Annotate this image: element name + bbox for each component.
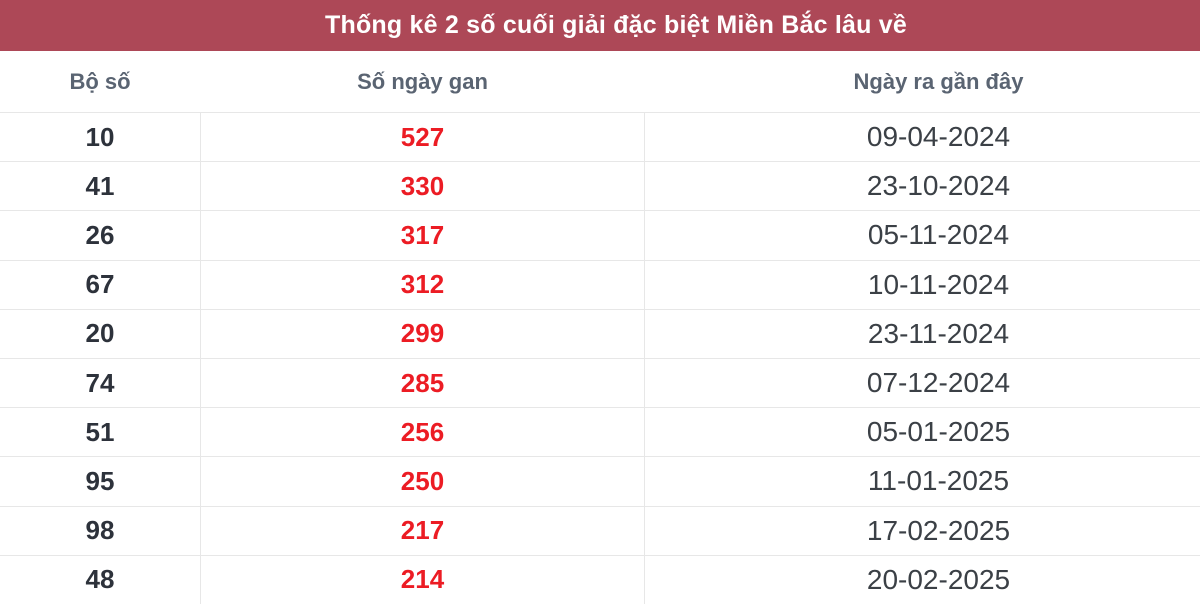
gap-days-cell: 312 bbox=[200, 260, 645, 309]
table-row: 98 217 17-02-2025 bbox=[0, 505, 1200, 555]
table-row: 20 299 23-11-2024 bbox=[0, 308, 1200, 358]
table-row: 74 285 07-12-2024 bbox=[0, 357, 1200, 408]
last-date-cell: 23-10-2024 bbox=[866, 170, 1011, 202]
number-cell: 74 bbox=[85, 367, 115, 398]
last-date-cell: 23-11-2024 bbox=[867, 317, 1010, 349]
last-date-cell: 17-02-2025 bbox=[866, 514, 1011, 546]
gap-days-cell: 250 bbox=[200, 457, 645, 506]
number-cell: 26 bbox=[85, 219, 115, 250]
table-row: 26 317 05-11-2024 bbox=[0, 210, 1200, 260]
gap-days-cell: 527 bbox=[200, 113, 645, 162]
number-cell: 51 bbox=[85, 416, 115, 447]
number-cell: 48 bbox=[85, 564, 115, 595]
number-cell: 98 bbox=[85, 515, 115, 546]
last-date-cell: 05-11-2024 bbox=[867, 219, 1010, 251]
gap-days-cell: 330 bbox=[200, 162, 645, 211]
last-date-cell: 09-04-2024 bbox=[866, 121, 1011, 153]
table-row: 67 312 10-11-2024 bbox=[0, 259, 1200, 309]
number-cell: 67 bbox=[85, 269, 115, 300]
table-row: 95 250 11-01-2025 bbox=[0, 456, 1200, 506]
column-header-row: Bộ số Số ngày gan Ngày ra gần đây bbox=[0, 51, 1200, 112]
last-date-cell: 20-02-2025 bbox=[866, 563, 1011, 595]
gap-days-cell: 317 bbox=[200, 211, 645, 260]
gap-days-cell: 214 bbox=[200, 555, 645, 604]
last-date-cell: 07-12-2024 bbox=[866, 367, 1011, 399]
table-row: 48 214 20-02-2025 bbox=[0, 554, 1200, 604]
number-cell: 41 bbox=[85, 170, 115, 201]
table-row: 10 527 09-04-2024 bbox=[0, 112, 1200, 162]
table-row: 51 256 05-01-2025 bbox=[0, 407, 1200, 457]
number-cell: 10 bbox=[85, 121, 115, 152]
table-title: Thống kê 2 số cuối giải đặc biệt Miền Bắ… bbox=[325, 11, 907, 39]
last-date-cell: 11-01-2025 bbox=[867, 465, 1010, 497]
column-header-last-date: Ngày ra gần đây bbox=[853, 68, 1024, 94]
gap-days-cell: 217 bbox=[200, 506, 645, 555]
table-title-bar: Thống kê 2 số cuối giải đặc biệt Miền Bắ… bbox=[0, 0, 1200, 51]
table-row: 41 330 23-10-2024 bbox=[0, 161, 1200, 211]
gap-days-cell: 256 bbox=[200, 408, 645, 457]
gap-days-cell: 285 bbox=[200, 358, 645, 408]
number-cell: 95 bbox=[85, 465, 115, 496]
column-header-gap-days: Số ngày gan bbox=[357, 68, 488, 94]
last-date-cell: 10-11-2024 bbox=[867, 268, 1010, 300]
column-header-number: Bộ số bbox=[69, 68, 131, 94]
number-cell: 20 bbox=[85, 318, 115, 349]
last-date-cell: 05-01-2025 bbox=[866, 416, 1011, 448]
gap-days-cell: 299 bbox=[200, 309, 645, 358]
table-body: 10 527 09-04-2024 41 330 23-10-2024 26 3… bbox=[0, 112, 1200, 604]
